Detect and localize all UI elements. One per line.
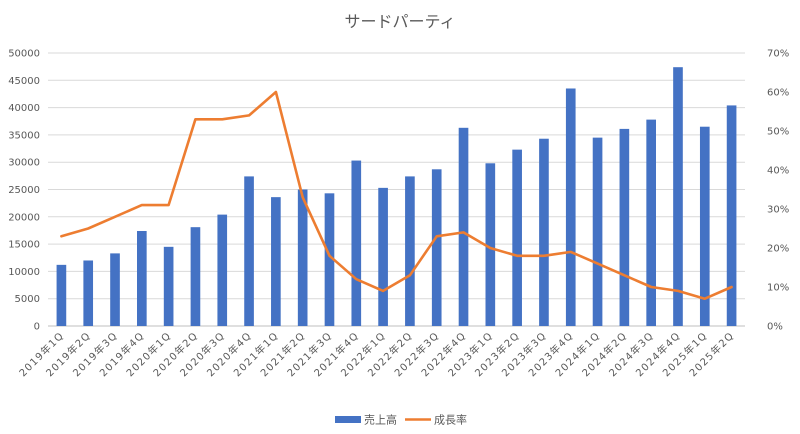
legend: 売上高 成長率 [335,413,467,427]
left-tick-label: 30000 [8,158,40,169]
bar-sales [565,88,576,327]
left-tick-label: 0 [34,322,40,333]
growth-line [60,90,733,301]
bar-sales [244,176,254,326]
right-tick-label: 70% [767,49,789,60]
legend-swatch-sales [335,416,361,423]
left-tick-label: 35000 [8,130,40,141]
bar-sales [110,253,120,326]
gridlines [48,52,745,327]
right-tick-label: 20% [767,244,789,255]
bar-sales [190,227,201,326]
right-tick-label: 30% [767,205,789,216]
bar-series-sales [56,67,737,327]
legend-label-growth: 成長率 [434,413,467,427]
bar-sales [726,105,737,326]
bar-sales [297,189,308,326]
chart-title: サードパーティ [344,12,455,31]
bar-sales [512,149,522,326]
bar-sales [137,230,147,326]
left-tick-label: 5000 [15,294,40,305]
right-tick-label: 60% [767,88,789,99]
right-tick-label: 50% [767,127,789,138]
x-tick-label: 2025年2Q [686,329,736,379]
left-tick-label: 40000 [8,103,40,114]
left-axis: 0 5000 10000 15000 20000 25000 30000 35000 40000… [8,49,40,333]
right-tick-label: 40% [767,166,789,177]
bar-sales [217,214,228,326]
bar-sales [56,264,67,326]
bar-sales [324,193,335,326]
right-tick-label: 0% [767,322,783,333]
bar-sales [485,163,496,326]
bar-sales [405,176,415,326]
bar-sales [351,160,362,326]
bar-sales [699,126,710,327]
bar-sales [458,127,469,326]
bar-sales [271,197,281,326]
left-tick-label: 10000 [8,267,40,278]
left-tick-label: 50000 [8,49,40,60]
right-axis: 0% 10% 20% 30% 40% 50% 60% 70% [767,49,789,333]
bar-sales [163,246,174,326]
bar-sales [646,119,656,326]
bar-sales [378,187,388,326]
bar-sales [592,137,603,326]
left-tick-label: 45000 [8,76,40,87]
x-axis: 2019年1Q2019年2Q2019年3Q2019年4Q2020年1Q2020年… [16,329,736,379]
bar-sales [619,128,630,326]
right-tick-label: 10% [767,283,789,294]
bar-sales [83,260,94,326]
legend-label-sales: 売上高 [364,413,397,427]
bar-sales [673,67,683,327]
bar-sales [431,169,442,326]
left-tick-label: 15000 [8,240,40,251]
left-tick-label: 20000 [8,212,40,223]
bar-sales [539,138,549,326]
line-series-growth [60,90,733,301]
left-tick-label: 25000 [8,185,40,196]
